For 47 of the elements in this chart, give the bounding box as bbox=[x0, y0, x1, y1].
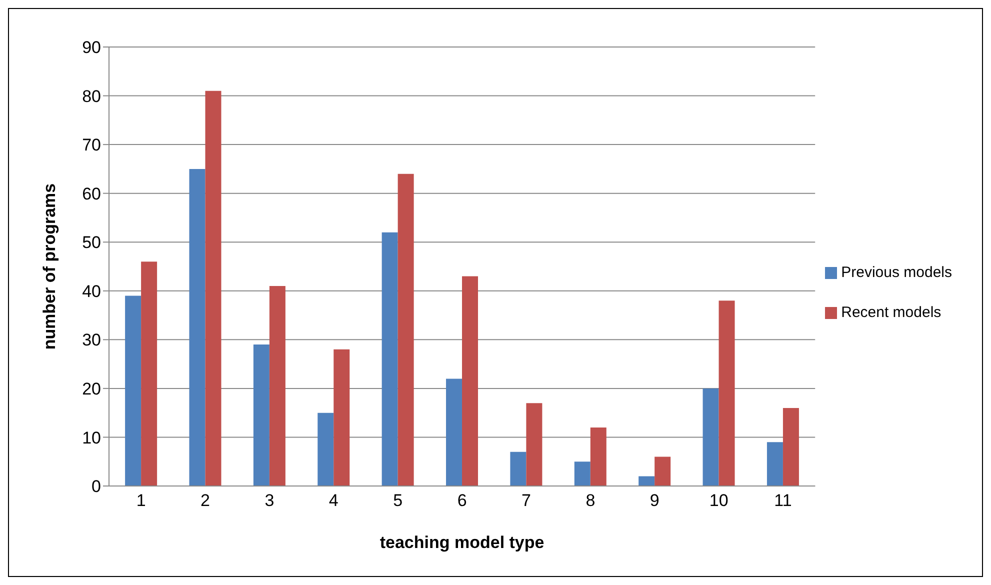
bar bbox=[718, 300, 735, 486]
bar bbox=[462, 276, 478, 486]
bar bbox=[382, 232, 398, 486]
legend-label: Previous models bbox=[841, 264, 952, 280]
x-tick-label: 3 bbox=[264, 491, 274, 510]
x-tick-label: 9 bbox=[650, 491, 660, 510]
y-tick-label: 10 bbox=[82, 428, 101, 448]
bar bbox=[526, 403, 542, 486]
legend-label: Recent models bbox=[841, 304, 942, 320]
x-axis-title: teaching model type bbox=[380, 533, 544, 552]
bar bbox=[318, 412, 334, 486]
bar bbox=[590, 427, 606, 486]
y-tick-label: 30 bbox=[82, 330, 101, 350]
bar bbox=[189, 168, 206, 486]
y-tick-label: 90 bbox=[82, 38, 101, 58]
x-tick-label: 2 bbox=[200, 491, 210, 510]
bar bbox=[269, 286, 286, 486]
bar bbox=[398, 174, 414, 486]
bar bbox=[638, 476, 655, 486]
bar bbox=[141, 262, 158, 486]
bar bbox=[574, 462, 590, 486]
y-tick-label: 20 bbox=[82, 379, 101, 398]
bar bbox=[205, 90, 222, 486]
y-tick-label: 50 bbox=[82, 233, 101, 252]
bar bbox=[446, 378, 462, 486]
bar bbox=[510, 452, 526, 486]
bar bbox=[654, 456, 671, 486]
y-tick-label: 70 bbox=[82, 136, 101, 155]
x-tick-label: 8 bbox=[586, 491, 596, 510]
x-tick-label: 11 bbox=[774, 491, 792, 510]
bar bbox=[766, 442, 783, 486]
x-tick-label: 5 bbox=[393, 491, 403, 510]
y-axis-title: number of programs bbox=[40, 183, 60, 350]
y-tick-label: 80 bbox=[82, 86, 101, 106]
x-tick-label: 10 bbox=[709, 491, 728, 510]
x-tick-label: 4 bbox=[328, 491, 338, 510]
y-tick-label: 0 bbox=[92, 477, 101, 496]
bar bbox=[253, 344, 270, 486]
x-tick-label: 7 bbox=[522, 491, 531, 510]
bar bbox=[334, 349, 350, 486]
x-tick-label: 6 bbox=[457, 491, 467, 510]
y-tick-label: 60 bbox=[82, 184, 101, 204]
bar bbox=[125, 296, 142, 486]
bar bbox=[782, 408, 799, 486]
y-tick-label: 40 bbox=[82, 282, 101, 301]
bar bbox=[702, 388, 719, 486]
x-tick-label: 1 bbox=[136, 491, 146, 510]
